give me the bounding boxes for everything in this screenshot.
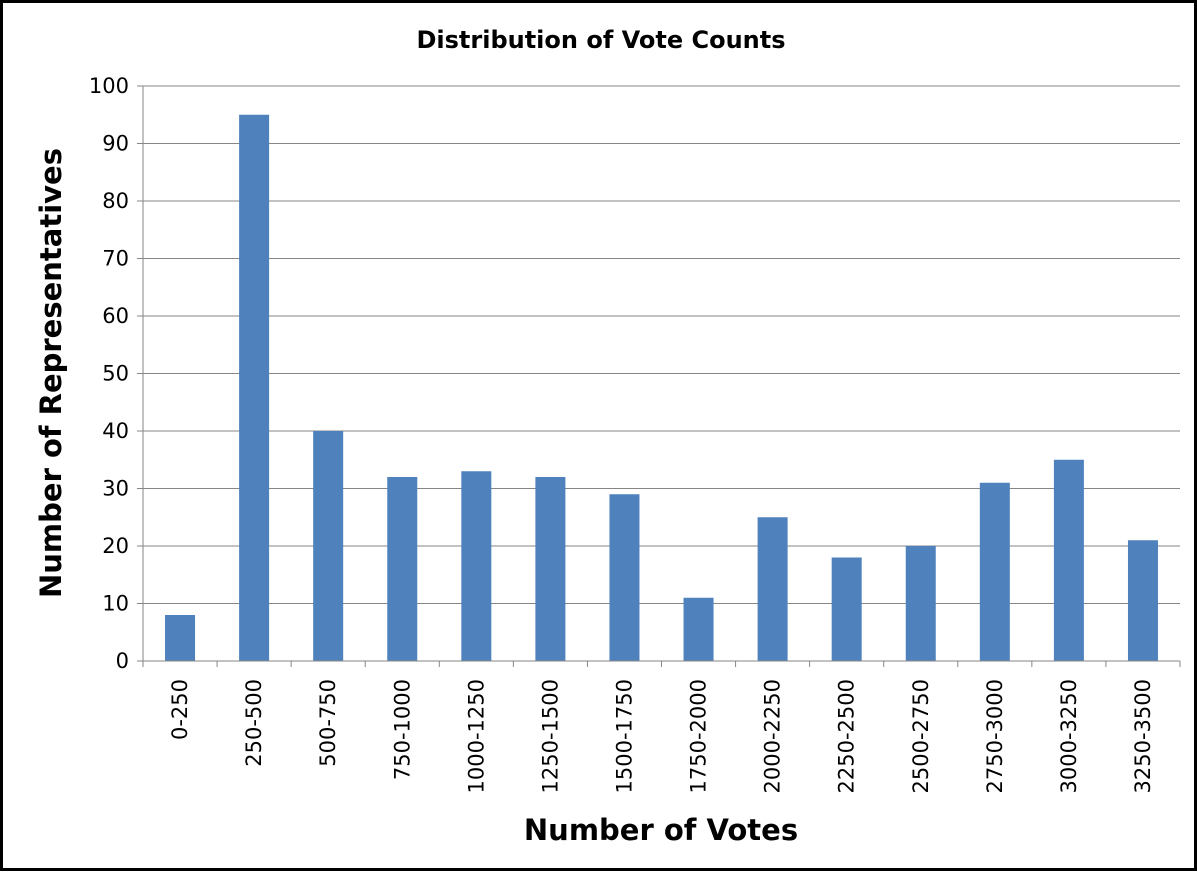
y-tick-label: 0 <box>116 649 129 673</box>
x-tick-label: 750-1000 <box>390 679 414 780</box>
y-tick-label: 50 <box>102 362 129 386</box>
bar-3000-3250 <box>1053 459 1084 661</box>
x-tick-label: 1000-1250 <box>464 679 488 793</box>
y-tick-label: 90 <box>102 132 129 156</box>
x-tick-label: 1750-2000 <box>687 679 711 793</box>
axes <box>142 86 1181 667</box>
x-axis-title: Number of Votes <box>524 813 798 847</box>
bar-2500-2750 <box>905 546 936 661</box>
x-tick-label: 2750-3000 <box>983 679 1007 793</box>
x-tick-label: 2500-2750 <box>909 679 933 793</box>
bar-0-250 <box>165 615 196 661</box>
y-tick-label: 70 <box>102 247 129 271</box>
y-tick-label: 60 <box>102 304 129 328</box>
x-tick-label: 3250-3500 <box>1131 679 1155 793</box>
bar-2750-3000 <box>979 482 1010 661</box>
y-axis-title: Number of Representatives <box>34 148 68 598</box>
gridlines <box>137 85 1180 662</box>
bar-1250-1500 <box>535 477 566 661</box>
bar-chart: Distribution of Vote Counts 0 10 20 30 40 50 6… <box>34 26 1181 847</box>
bar-250-500 <box>239 114 270 661</box>
x-tick-label: 1250-1500 <box>538 679 562 793</box>
x-tick-label: 2250-2500 <box>835 679 859 793</box>
bar-750-1000 <box>387 477 418 661</box>
bars <box>165 114 1158 661</box>
bar-500-750 <box>313 431 344 661</box>
y-tick-label: 80 <box>102 189 129 213</box>
y-axis-ticks: 0 10 20 30 40 50 60 70 80 90 100 <box>89 74 129 673</box>
bar-1000-1250 <box>461 471 492 661</box>
bar-2000-2250 <box>757 517 788 661</box>
bar-1750-2000 <box>683 597 714 661</box>
y-tick-label: 30 <box>102 477 129 501</box>
y-tick-label: 10 <box>102 592 129 616</box>
bar-1500-1750 <box>609 494 640 661</box>
bar-3250-3500 <box>1127 540 1158 661</box>
chart-title: Distribution of Vote Counts <box>416 26 785 54</box>
y-tick-label: 100 <box>89 74 129 98</box>
bar-2250-2500 <box>831 557 862 661</box>
x-tick-label: 250-500 <box>242 679 266 767</box>
x-axis-ticks: 0-250 250-500 500-750 750-1000 1000-1250 1250… <box>168 679 1155 793</box>
x-tick-label: 1500-1750 <box>612 679 636 793</box>
y-tick-label: 20 <box>102 534 129 558</box>
x-tick-label: 0-250 <box>168 679 192 740</box>
x-tick-label: 2000-2250 <box>761 679 785 793</box>
x-tick-label: 3000-3250 <box>1057 679 1081 793</box>
y-tick-label: 40 <box>102 419 129 443</box>
x-tick-label: 500-750 <box>316 679 340 767</box>
